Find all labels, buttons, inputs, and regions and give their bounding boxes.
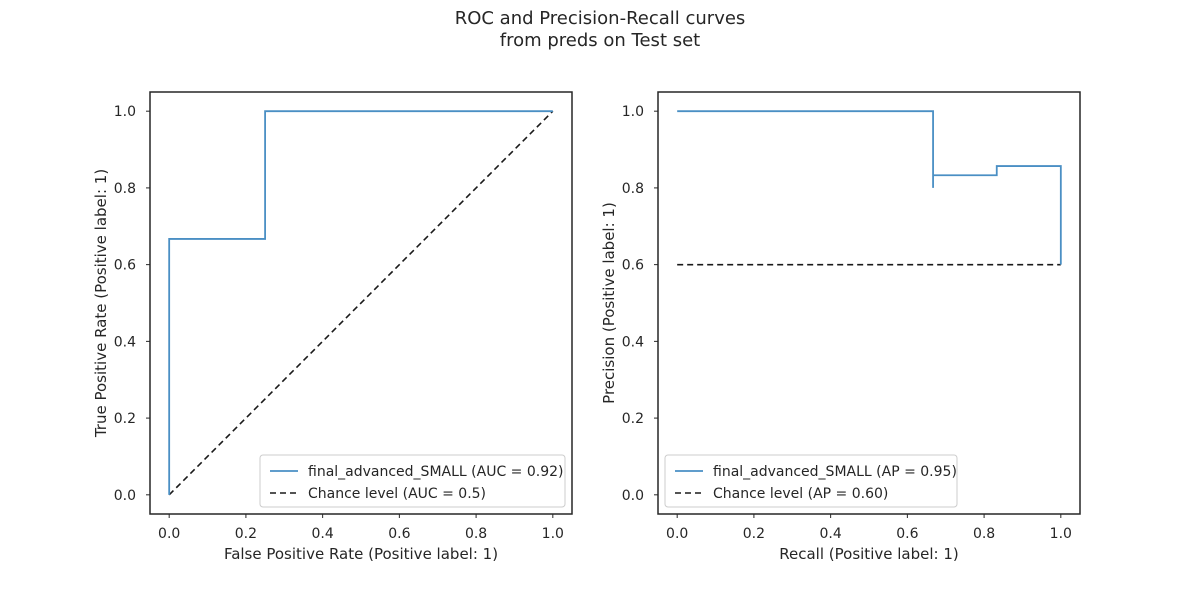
roc-chart-plot-frame [149, 91, 573, 515]
pr-chart-legend-label: final_advanced_SMALL (AP = 0.95) [713, 464, 957, 480]
roc-chart-x-tick-label: 0.8 [465, 526, 487, 542]
figure-title: ROC and Precision-Recall curves from pre… [0, 8, 1200, 52]
figure-title-line1: ROC and Precision-Recall curves [454, 8, 746, 29]
roc-chart-legend: final_advanced_SMALL (AUC = 0.92) Chance … [259, 454, 566, 508]
pr-chart-x-tick-label: 0.2 [743, 526, 765, 542]
pr-chart-y-tick-label: 0.4 [622, 334, 644, 350]
pr-chart-curve-line [677, 110, 1062, 265]
roc-chart-x-tick-label: 0.4 [312, 526, 334, 542]
roc-chart-y-axis-label: True Positive Rate (Positive label: 1) [92, 169, 110, 438]
pr-chart-legend: final_advanced_SMALL (AP = 0.95) Chance l… [664, 454, 958, 508]
roc-chart-chance-line [168, 110, 554, 496]
pr-chart-legend-box [664, 454, 958, 508]
roc-chart-y-tick-label: 0.8 [114, 181, 136, 197]
roc-chart-y-tick-label: 0.6 [114, 258, 136, 274]
pr-chart-y-tick-label: 0.6 [622, 258, 644, 274]
pr-chart-plot-frame [657, 91, 1081, 515]
pr-chart-x-tick-label: 0.8 [973, 526, 995, 542]
roc-chart-legend-label: Chance level (AUC = 0.5) [308, 486, 486, 502]
pr-chart-y-tick-label: 1.0 [622, 104, 644, 120]
roc-chart-x-tick-label: 1.0 [542, 526, 564, 542]
roc-chart-panel: 0.0 0.2 0.4 0.6 0.8 1.0 0.0 0.2 0.4 0.6 0.8 1.0 Fals… [92, 91, 573, 563]
pr-chart-x-tick-label: 0.4 [820, 526, 842, 542]
roc-chart-legend-label: final_advanced_SMALL (AUC = 0.92) [308, 464, 563, 480]
pr-chart-y-axis-label: Precision (Positive label: 1) [600, 202, 618, 404]
roc-chart-y-tick-label: 0.0 [114, 488, 136, 504]
pr-chart-y-tick-label: 0.2 [622, 411, 644, 427]
pr-chart-y-tick-label: 0.8 [622, 181, 644, 197]
roc-chart-legend-box [259, 454, 566, 508]
roc-chart-y-tick-label: 0.2 [114, 411, 136, 427]
pr-chart-x-tick-label: 1.0 [1050, 526, 1072, 542]
roc-chart-x-axis-label: False Positive Rate (Positive label: 1) [224, 545, 498, 563]
pr-chart-legend-label: Chance level (AP = 0.60) [713, 486, 888, 502]
roc-chart-curve-line [168, 110, 553, 495]
roc-chart-x-tick-label: 0.0 [158, 526, 180, 542]
pr-chart-x-axis-label: Recall (Positive label: 1) [779, 545, 958, 563]
pr-chart-y-tick-label: 0.0 [622, 488, 644, 504]
figure-title-line2: from preds on Test set [499, 30, 701, 51]
pr-chart-x-tick-label: 0.0 [666, 526, 688, 542]
pr-chart-x-tick-label: 0.6 [896, 526, 918, 542]
pr-chart-panel: 0.0 0.2 0.4 0.6 0.8 1.0 0.0 0.2 0.4 0.6 0.8 1.0 Reca… [600, 91, 1081, 563]
roc-chart-y-tick-label: 0.4 [114, 334, 136, 350]
roc-chart-y-tick-label: 1.0 [114, 104, 136, 120]
roc-chart-x-tick-label: 0.6 [388, 526, 410, 542]
roc-chart-x-tick-label: 0.2 [235, 526, 257, 542]
